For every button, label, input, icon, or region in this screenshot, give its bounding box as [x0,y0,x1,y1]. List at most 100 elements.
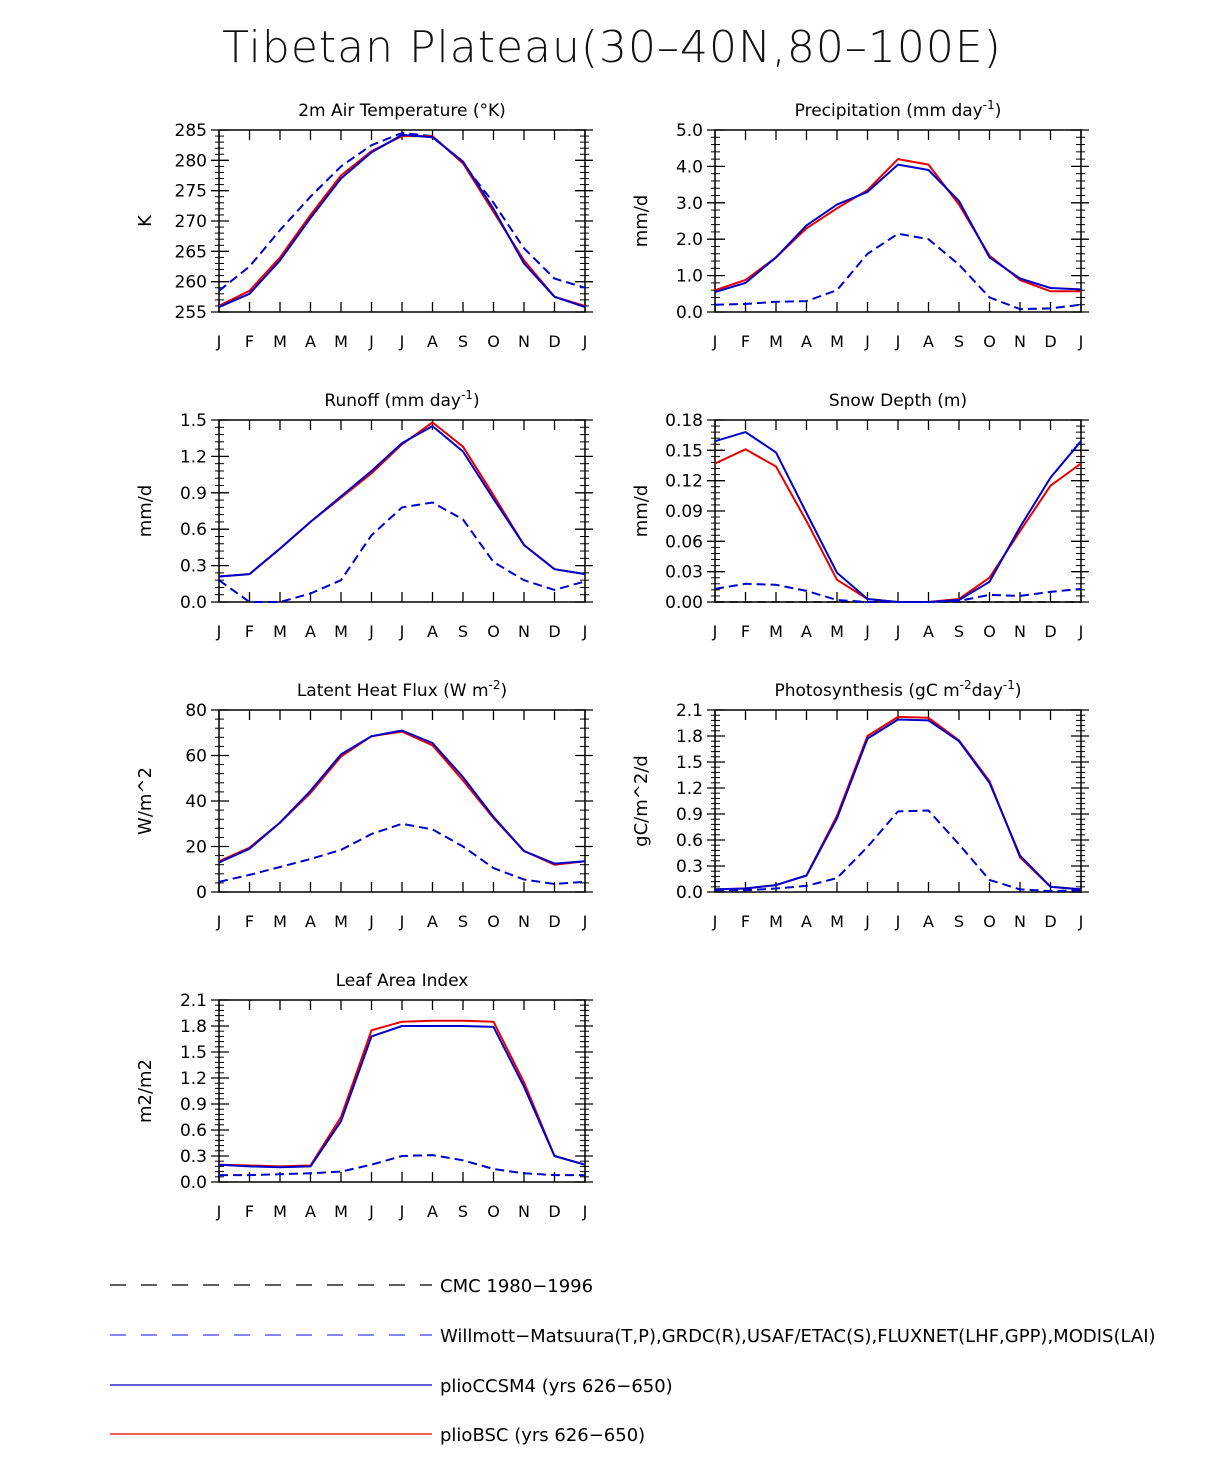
title-superscript: -1 [983,98,995,112]
y-tick-label: 265 [175,242,207,262]
x-tick-label: J [216,1202,222,1221]
x-tick-label: M [830,912,844,931]
x-tick-label: F [245,332,254,351]
y-axis-label: K [135,214,156,227]
y-tick-label: 1.5 [676,753,703,773]
series-line-plioccsm4 [218,133,586,309]
title-text: ) [995,101,1002,121]
series-line-plioccsm4 [714,431,1082,603]
x-tick-label: D [1044,332,1056,351]
y-tick-label: 280 [175,151,207,171]
legend-label: CMC 1980−1996 [440,1276,593,1297]
series-line-willmott-matsuura [218,132,586,292]
x-tick-label: O [487,1202,500,1221]
x-tick-label: A [923,332,934,351]
y-tick-label: 0 [196,883,207,903]
x-tick-label: M [769,912,783,931]
x-tick-label: S [954,332,964,351]
panel-title: Precipitation (mm day-1) [795,98,1002,121]
x-tick-label: M [273,622,287,641]
x-tick-label: M [769,622,783,641]
y-axis-label: m2/m2 [135,1059,156,1123]
series-line-pliobsc [714,715,1082,891]
x-tick-label: O [487,332,500,351]
x-tick-label: N [518,1202,530,1221]
y-tick-label: 1.8 [180,1017,207,1037]
x-tick-label: D [548,1202,560,1221]
x-tick-label: J [399,332,405,351]
x-tick-label: O [487,912,500,931]
title-text: Leaf Area Index [336,971,469,991]
x-tick-label: J [582,622,588,641]
x-tick-label: A [427,622,438,641]
x-tick-label: F [245,622,254,641]
x-tick-label: J [368,912,374,931]
x-tick-label: M [334,622,348,641]
x-tick-label: J [895,912,901,931]
series-line-willmott-matsuura [218,501,586,603]
x-tick-label: N [518,912,530,931]
y-tick-label: 0.06 [665,532,703,552]
x-tick-label: J [712,332,718,351]
x-tick-label: M [273,912,287,931]
y-tick-label: 20 [185,838,207,858]
x-tick-label: J [399,912,405,931]
y-tick-label: 1.8 [676,727,703,747]
y-tick-label: 0.0 [180,593,207,613]
legend-label: plioBSC (yrs 626−650) [440,1425,645,1446]
y-tick-label: 0.15 [665,441,703,461]
x-tick-label: M [334,1202,348,1221]
series-line-plioccsm4 [714,718,1082,891]
x-tick-label: S [458,332,468,351]
y-tick-label: 0.6 [676,831,703,851]
figure-title: Tibetan Plateau(30–40N,80–100E) [222,22,1002,73]
x-tick-label: S [954,622,964,641]
title-text: Latent Heat Flux (W m [297,681,489,701]
panel-title: Photosynthesis (gC m-2day-1) [774,678,1021,701]
series-line-plioccsm4 [714,163,1082,293]
series-line-plioccsm4 [218,1025,586,1169]
x-tick-label: J [216,912,222,931]
x-tick-label: F [741,622,750,641]
series-line-fluxnet [715,809,1082,893]
series-line-plioccsm4 [218,729,586,865]
x-tick-label: F [245,1202,254,1221]
title-text: Precipitation (mm day [795,101,983,121]
x-tick-label: S [954,912,964,931]
series-line-pliobsc [218,730,586,866]
y-tick-label: 1.0 [676,267,703,287]
x-tick-label: A [427,1202,438,1221]
series-line-fluxnet [218,822,586,885]
y-tick-label: 5.0 [676,121,703,141]
panel-6: J F M A M J J A S O N D J0.00.30.60.91.21.51.82.1Lea… [135,971,593,1221]
panel-title: Snow Depth (m) [829,391,967,411]
x-tick-label: N [1014,622,1026,641]
x-tick-label: F [741,912,750,931]
x-tick-label: S [458,622,468,641]
y-tick-label: 3.0 [676,194,703,214]
title-text: Photosynthesis (gC m [774,681,959,701]
y-tick-label: 0.9 [180,484,207,504]
x-tick-label: J [368,622,374,641]
x-tick-label: J [399,622,405,641]
x-tick-label: N [1014,332,1026,351]
y-tick-label: 0.18 [665,411,703,431]
y-tick-label: 1.5 [180,1043,207,1063]
series-line-willmott-matsuura [714,232,1082,311]
series-line-pliobsc [714,448,1082,603]
x-tick-label: J [216,622,222,641]
title-superscript: -2 [489,678,501,692]
series-line-pliobsc [218,135,586,307]
x-tick-label: J [582,912,588,931]
x-tick-label: D [548,622,560,641]
y-tick-label: 60 [185,747,207,767]
x-tick-label: A [305,1202,316,1221]
y-axis-label: mm/d [135,485,156,538]
plot-frame [714,129,1082,313]
y-tick-label: 2.1 [676,701,703,721]
y-tick-label: 1.2 [676,779,703,799]
x-tick-label: O [983,912,996,931]
y-tick-label: 0.0 [676,303,703,323]
series-line-modis [219,1154,585,1177]
